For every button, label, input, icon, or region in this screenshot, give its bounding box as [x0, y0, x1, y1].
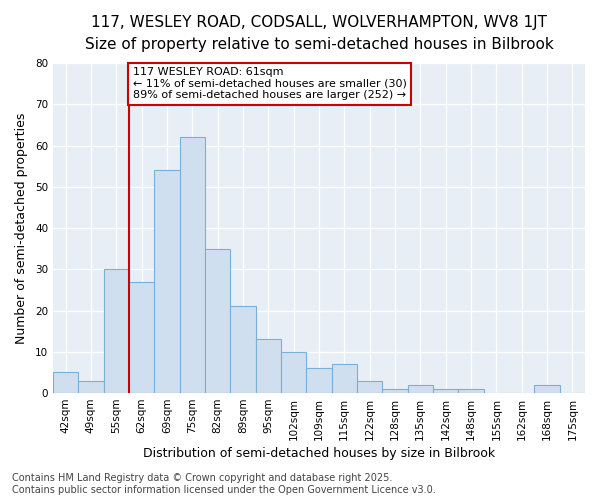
- Bar: [104, 270, 129, 393]
- Bar: [281, 352, 306, 393]
- Bar: [433, 389, 458, 393]
- Bar: [357, 380, 382, 393]
- X-axis label: Distribution of semi-detached houses by size in Bilbrook: Distribution of semi-detached houses by …: [143, 447, 495, 460]
- Bar: [78, 380, 104, 393]
- Title: 117, WESLEY ROAD, CODSALL, WOLVERHAMPTON, WV8 1JT
Size of property relative to s: 117, WESLEY ROAD, CODSALL, WOLVERHAMPTON…: [85, 15, 553, 52]
- Y-axis label: Number of semi-detached properties: Number of semi-detached properties: [15, 112, 28, 344]
- Text: 117 WESLEY ROAD: 61sqm
← 11% of semi-detached houses are smaller (30)
89% of sem: 117 WESLEY ROAD: 61sqm ← 11% of semi-det…: [133, 67, 407, 100]
- Bar: [205, 248, 230, 393]
- Bar: [407, 385, 433, 393]
- Bar: [179, 138, 205, 393]
- Text: Contains HM Land Registry data © Crown copyright and database right 2025.
Contai: Contains HM Land Registry data © Crown c…: [12, 474, 436, 495]
- Bar: [458, 389, 484, 393]
- Bar: [535, 385, 560, 393]
- Bar: [382, 389, 407, 393]
- Bar: [53, 372, 78, 393]
- Bar: [256, 340, 281, 393]
- Bar: [306, 368, 332, 393]
- Bar: [154, 170, 179, 393]
- Bar: [332, 364, 357, 393]
- Bar: [129, 282, 154, 393]
- Bar: [230, 306, 256, 393]
